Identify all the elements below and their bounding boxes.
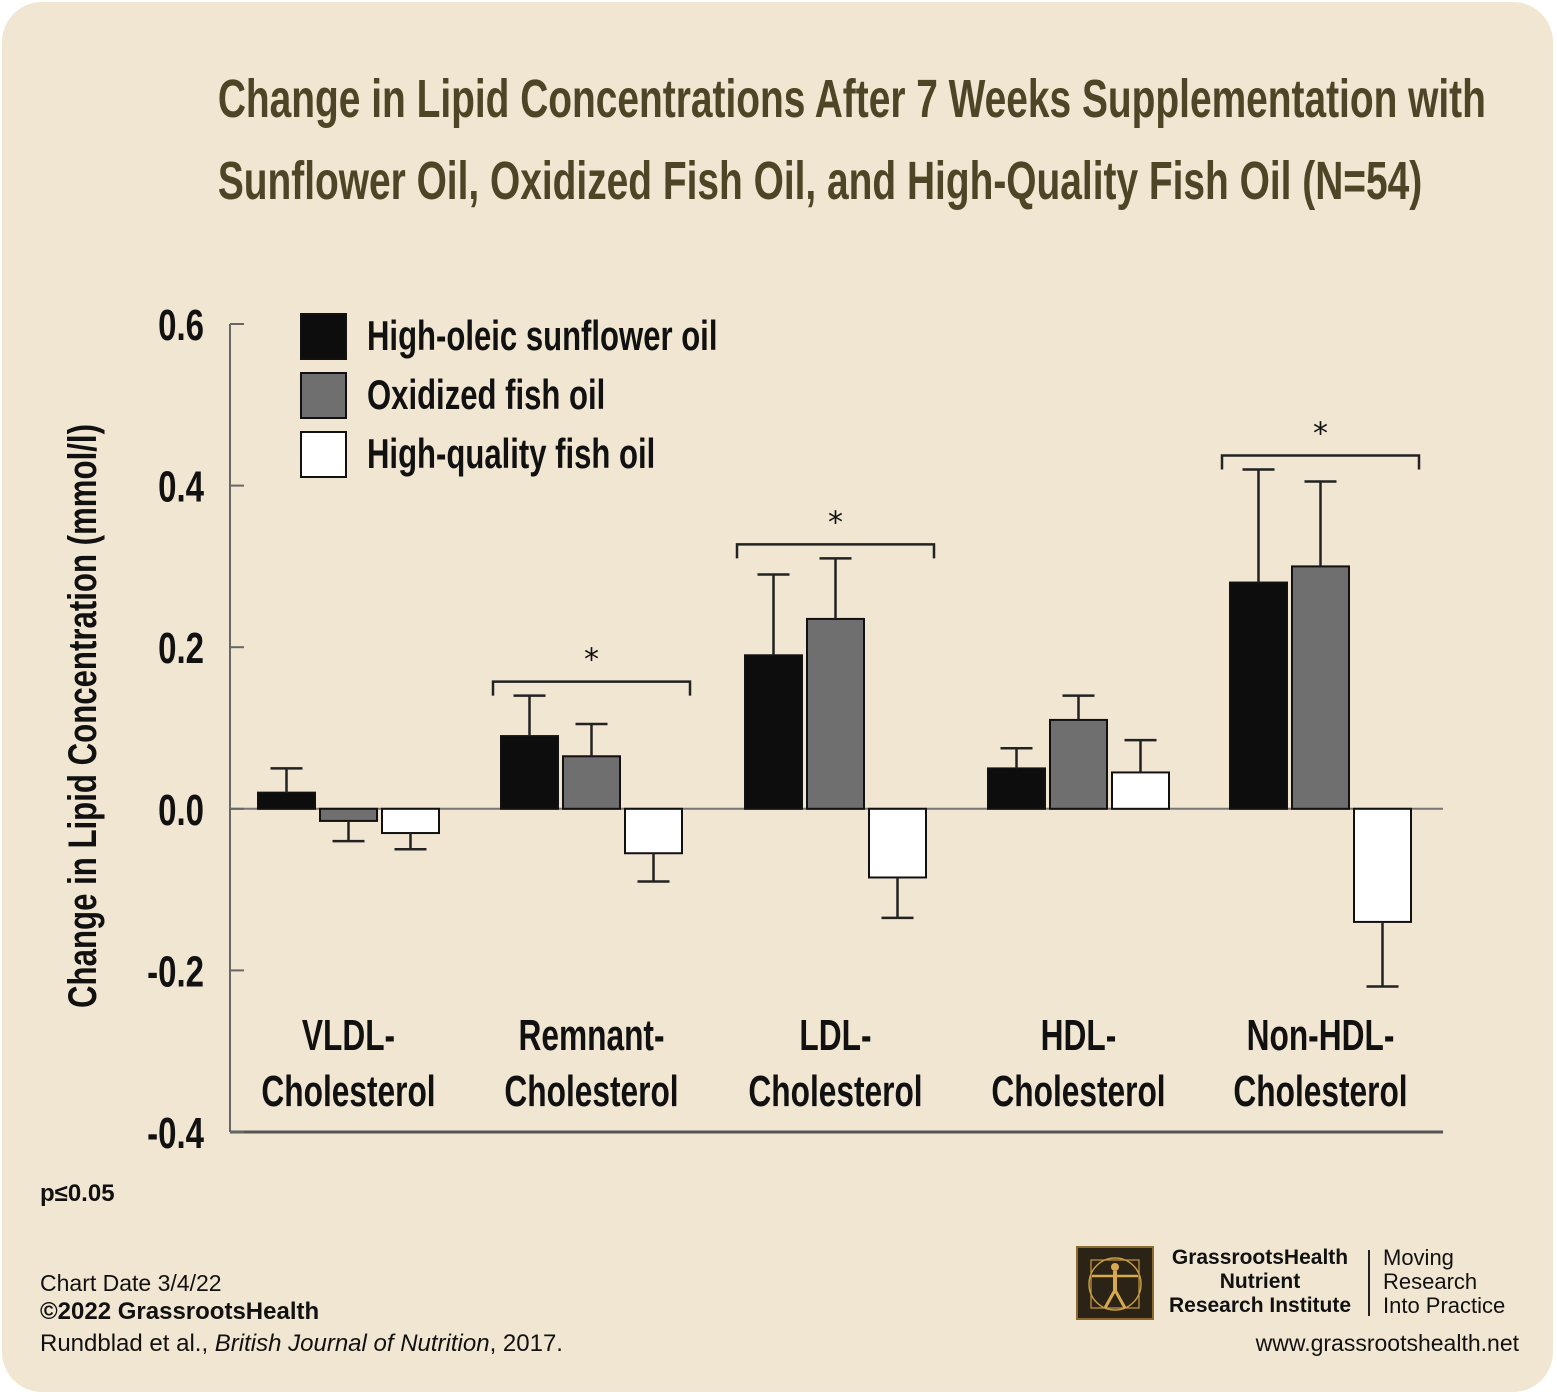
bar-1-2 — [806, 617, 865, 810]
y-tick-label: 0.6 — [158, 302, 204, 351]
logo-tagline-line-3: Into Practice — [1383, 1293, 1506, 1318]
x-category-label: Non-HDL- — [1247, 1011, 1395, 1060]
x-category-label: Cholesterol — [504, 1067, 678, 1116]
x-category-label: Remnant- — [518, 1011, 664, 1060]
bar-2-0 — [381, 807, 440, 835]
legend-label-2: High-quality fish oil — [367, 430, 655, 477]
y-tick-label: 0.4 — [158, 463, 204, 512]
x-category-label: Cholesterol — [991, 1067, 1165, 1116]
bar-2-2 — [868, 807, 927, 879]
logo-tagline-line-1: Moving — [1383, 1245, 1454, 1270]
significance-asterisk: * — [1313, 416, 1328, 451]
logo-tagline: Moving Research Into Practice — [1383, 1246, 1505, 1318]
logo-name: GrassrootsHealth Nutrient Research Insti… — [1160, 1246, 1360, 1318]
bar-1-3 — [1049, 718, 1108, 810]
x-category-label: HDL- — [1041, 1011, 1117, 1060]
legend-label-0: High-oleic sunflower oil — [367, 312, 717, 359]
x-category-label: LDL- — [799, 1011, 871, 1060]
legend-swatch-2 — [300, 431, 347, 478]
bar-1-4 — [1291, 565, 1350, 810]
vitruvian-man-logo-icon — [1076, 1246, 1154, 1320]
website-link[interactable]: www.grassrootshealth.net — [1255, 1330, 1519, 1356]
chart-title: Change in Lipid Concentrations After 7 W… — [217, 58, 1486, 222]
bar-0-3 — [987, 767, 1046, 810]
logo-tagline-line-2: Research — [1383, 1269, 1478, 1294]
chart-date: Chart Date 3/4/22 — [40, 1270, 222, 1296]
x-category-label: Cholesterol — [261, 1067, 435, 1116]
x-category-label: Cholesterol — [1233, 1067, 1407, 1116]
significance-asterisk: * — [584, 643, 599, 678]
significance-bracket — [735, 543, 936, 559]
significance-footnote: p≤0.05 — [40, 1180, 115, 1207]
y-tick-label: 0.2 — [158, 625, 204, 674]
chart-title-line-1: Change in Lipid Concentrations After 7 W… — [217, 69, 1486, 129]
logo-name-line-2: Nutrient — [1219, 1270, 1301, 1293]
legend-label-1: Oxidized fish oil — [367, 371, 605, 418]
citation-authors: Rundblad et al., — [40, 1330, 215, 1357]
y-tick-label: -0.4 — [147, 1110, 204, 1159]
x-category-label: VLDL- — [302, 1011, 395, 1060]
significance-asterisk: * — [828, 505, 843, 540]
y-tick-label: 0.0 — [158, 786, 204, 835]
significance-bracket — [491, 680, 692, 696]
legend-swatch-1 — [300, 372, 347, 419]
bar-0-4 — [1229, 581, 1288, 810]
bar-2-3 — [1111, 771, 1170, 810]
x-category-label: Cholesterol — [748, 1067, 922, 1116]
y-axis-label: Change in Lipid Concentration (mmol/l) — [60, 424, 105, 1008]
logo-name-line-1: GrassrootsHealth — [1171, 1246, 1349, 1269]
copyright: ©2022 GrassrootsHealth — [40, 1298, 320, 1325]
bar-0-2 — [744, 654, 803, 810]
bar-0-0 — [257, 791, 316, 810]
significance-bracket — [1220, 454, 1421, 470]
bar-0-1 — [500, 735, 559, 810]
citation-year: , 2017. — [489, 1330, 563, 1357]
chart-title-line-2: Sunflower Oil, Oxidized Fish Oil, and Hi… — [217, 151, 1423, 211]
logo-divider — [1368, 1250, 1370, 1316]
bar-2-1 — [624, 807, 683, 855]
bar-2-4 — [1353, 807, 1412, 923]
legend-swatch-0 — [300, 313, 347, 360]
citation-journal: British Journal of Nutrition — [214, 1330, 490, 1357]
bar-1-0 — [319, 807, 378, 822]
logo-name-line-3: Research Institute — [1168, 1294, 1352, 1317]
citation: Rundblad et al., British Journal of Nutr… — [40, 1330, 563, 1358]
bar-1-1 — [562, 755, 621, 810]
y-tick-label: -0.2 — [147, 948, 204, 997]
